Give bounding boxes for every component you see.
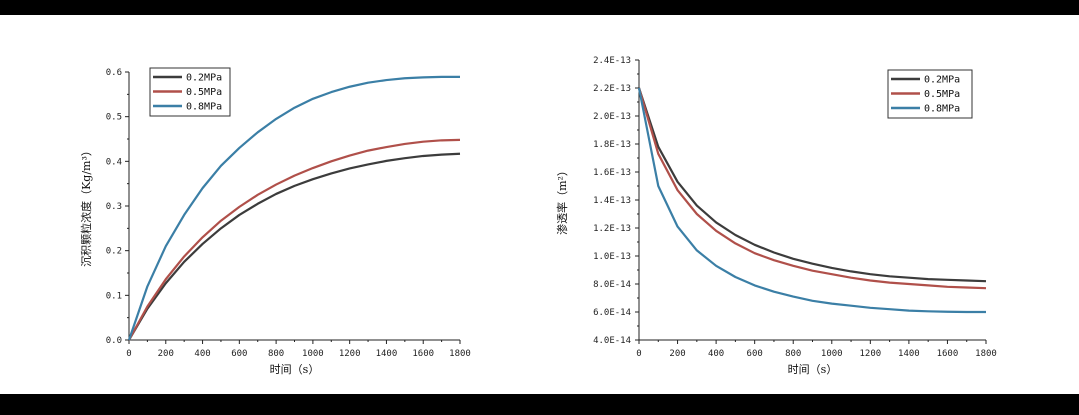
- y-tick-label: 2.0E-13: [593, 112, 631, 122]
- x-tick-label: 0: [636, 349, 641, 359]
- y-tick-label: 1.6E-13: [593, 168, 631, 178]
- y-tick-label: 8.0E-14: [593, 280, 631, 290]
- x-tick-label: 1400: [376, 349, 398, 359]
- x-tick-label: 400: [194, 349, 210, 359]
- series-line-05mpa: [128, 138, 461, 341]
- x-tick-label: 1000: [302, 349, 324, 359]
- series-line-08mpa: [637, 87, 986, 314]
- x-tick-label: 1800: [975, 349, 997, 359]
- permeability-chart: 0 200 400 600 800 1000 1200 1400 1600 1800 4.0E-14…: [555, 56, 997, 376]
- series-line-02mpa: [128, 152, 461, 341]
- x-tick-label: 400: [708, 349, 724, 359]
- y-tick-label: 2.2E-13: [593, 84, 631, 94]
- x-tick-label: 1000: [821, 349, 843, 359]
- y-tick-label: 6.0E-14: [593, 308, 631, 318]
- legend-label: 0.5MPa: [186, 87, 222, 98]
- x-tick-label: 1800: [449, 349, 471, 359]
- y-tick-label: 4.0E-14: [593, 336, 631, 346]
- y-tick-label: 1.2E-13: [593, 224, 631, 234]
- x-tick-label: 800: [785, 349, 801, 359]
- legend-label: 0.2MPa: [186, 73, 222, 84]
- x-axis-title: 时间（s）: [788, 363, 838, 376]
- x-tick-label: 200: [158, 349, 174, 359]
- x-tick-label: 0: [126, 349, 131, 359]
- y-tick-label: 2.4E-13: [593, 56, 631, 66]
- concentration-chart: 0 200 400 600 800 1000 1200 1400 1600 1800 0.0 0.1 0…: [79, 67, 471, 376]
- series-line-05mpa: [637, 87, 987, 290]
- series-line-02mpa: [637, 87, 987, 283]
- legend-label: 0.5MPa: [924, 89, 960, 100]
- series-line-08mpa: [127, 75, 460, 341]
- x-tick-label: 200: [669, 349, 685, 359]
- y-tick-label: 0.3: [106, 202, 122, 212]
- x-tick-label: 1600: [937, 349, 959, 359]
- x-axis-title: 时间（s）: [270, 363, 320, 376]
- y-tick-label: 1.8E-13: [593, 140, 631, 150]
- y-tick-label: 1.0E-13: [593, 252, 631, 262]
- x-tick-label: 1400: [898, 349, 920, 359]
- x-tick-label: 600: [747, 349, 763, 359]
- x-tick-label: 1200: [339, 349, 361, 359]
- x-tick-label: 800: [268, 349, 284, 359]
- y-tick-label: 0.4: [106, 157, 122, 167]
- y-axis-title: 渗透率（m²）: [555, 165, 569, 235]
- x-tick-label: 600: [231, 349, 247, 359]
- y-tick-label: 0.0: [106, 336, 122, 346]
- legend-label: 0.8MPa: [924, 104, 960, 115]
- y-tick-label: 0.1: [106, 291, 122, 301]
- y-tick-label: 1.4E-13: [593, 196, 631, 206]
- legend-label: 0.8MPa: [186, 102, 222, 113]
- y-tick-label: 0.5: [106, 113, 122, 123]
- x-tick-label: 1200: [859, 349, 881, 359]
- y-axis-title: 沉积颗粒浓度（Kg/m³）: [79, 145, 93, 267]
- y-tick-label: 0.2: [106, 247, 122, 257]
- y-tick-label: 0.6: [106, 68, 122, 78]
- legend-label: 0.2MPa: [924, 75, 960, 86]
- x-tick-label: 1600: [412, 349, 434, 359]
